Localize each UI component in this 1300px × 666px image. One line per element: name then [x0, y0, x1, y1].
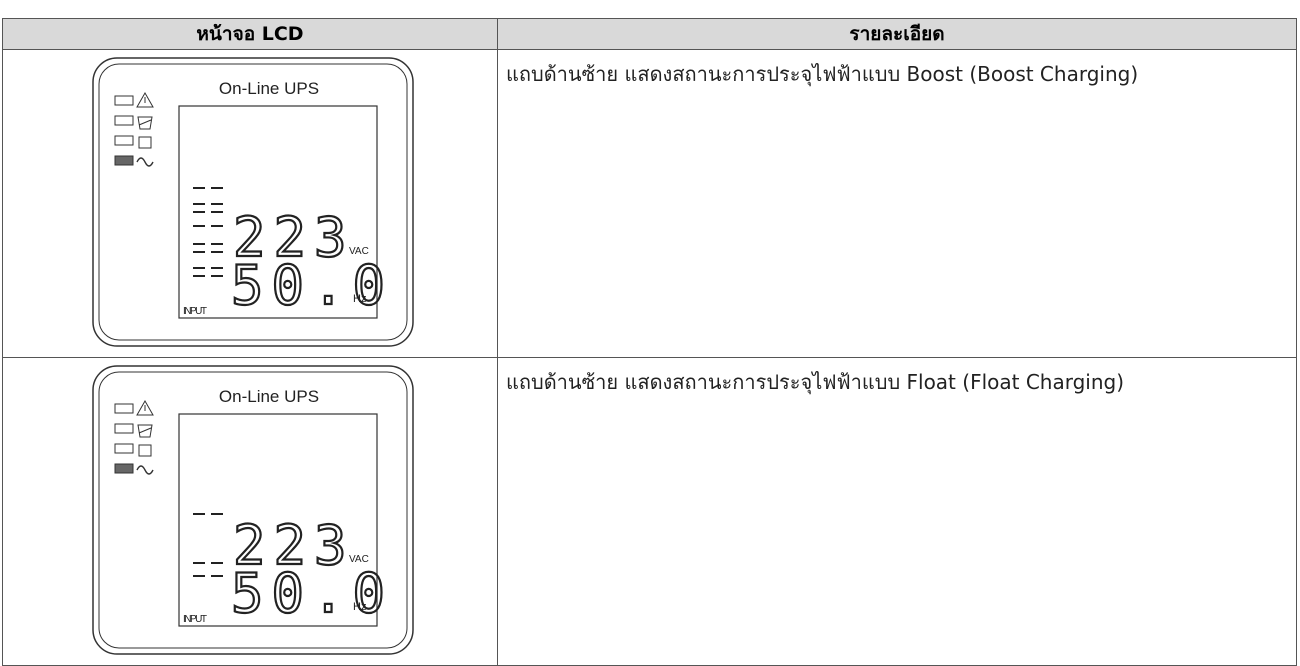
header-row: หน้าจอ LCD รายละเอียด — [2, 18, 1297, 50]
lcd-frame-inner — [98, 371, 408, 649]
indicator — [114, 135, 134, 146]
header-cell: รายละเอียด — [497, 18, 1297, 50]
header-cell: หน้าจอ LCD — [2, 18, 498, 50]
voltage: 223 — [233, 206, 355, 269]
warning-icon — [136, 91, 154, 108]
bypass-icon — [137, 424, 153, 438]
frequency-unit: Hz — [353, 601, 366, 613]
description: แถบด้านซ้าย แสดงสถานะการประจุไฟฟ้าแบบ Bo… — [497, 49, 1297, 358]
frequency: 50.0 — [231, 254, 393, 317]
indicator — [114, 443, 134, 454]
indicator — [114, 463, 134, 474]
voltage: 223 — [233, 514, 355, 577]
lcd-frame — [92, 365, 414, 655]
lcd-screen — [178, 105, 378, 319]
frequency: 50.0 — [231, 562, 393, 625]
lcd-title: On-Line UPS — [219, 79, 319, 98]
row: On-Line UPS 223 VAC 50.0 Hz INPUT แถบด้านซ้าย… — [2, 49, 1297, 358]
lcd-screen — [178, 413, 378, 627]
indicator — [114, 403, 134, 414]
ac-icon — [136, 465, 154, 475]
battery-icon — [138, 136, 152, 149]
indicator — [114, 423, 134, 434]
voltage-unit: VAC — [349, 554, 369, 565]
lcd-frame-inner — [98, 63, 408, 341]
bypass-icon — [137, 116, 153, 130]
warning-icon — [136, 399, 154, 416]
indicator — [114, 155, 134, 166]
input-label: INPUT — [183, 614, 207, 625]
indicator — [114, 115, 134, 126]
status-table: หน้าจอ LCD รายละเอียด On-Line UPS 223 VAC 5… — [2, 18, 1297, 666]
battery-icon — [138, 444, 152, 457]
description: แถบด้านซ้าย แสดงสถานะการประจุไฟฟ้าแบบ Fl… — [497, 357, 1297, 666]
ac-icon — [136, 157, 154, 167]
lcd-frame — [92, 57, 414, 347]
row: On-Line UPS 223 VAC 50.0 Hz INPUT แถบด้านซ้าย… — [2, 357, 1297, 666]
indicator — [114, 95, 134, 106]
lcd-title: On-Line UPS — [219, 387, 319, 406]
lcd-cell: On-Line UPS 223 VAC 50.0 Hz INPUT — [2, 49, 498, 358]
lcd-cell: On-Line UPS 223 VAC 50.0 Hz INPUT — [2, 357, 498, 666]
frequency-unit: Hz — [353, 293, 366, 305]
voltage-unit: VAC — [349, 246, 369, 257]
input-label: INPUT — [183, 306, 207, 317]
